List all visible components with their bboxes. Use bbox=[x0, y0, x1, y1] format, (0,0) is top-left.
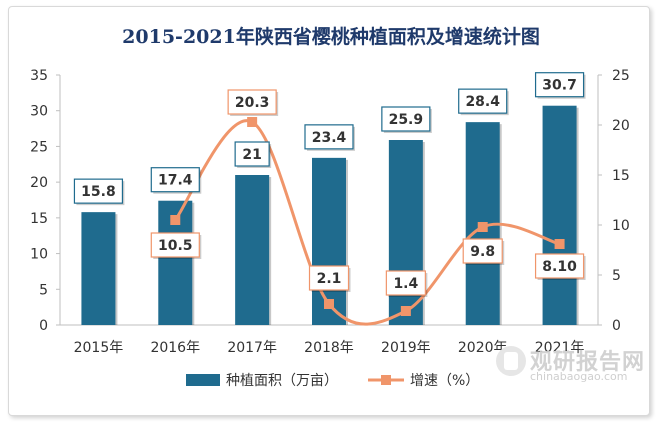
legend-bar-label: 种植面积（万亩） bbox=[226, 372, 338, 389]
y-right-tick-label: 25 bbox=[612, 68, 630, 84]
growth-point bbox=[554, 239, 565, 249]
bar-data-label-box bbox=[150, 167, 200, 193]
x-tick-label: 2020年 bbox=[458, 340, 508, 356]
y-right-tick-label: 15 bbox=[612, 168, 630, 184]
bar-data-label: 15.8 bbox=[81, 184, 116, 200]
watermark: 观研报告网 chinabaogao.com bbox=[496, 344, 646, 386]
line-data-label: 2.1 bbox=[317, 271, 342, 287]
y-left-tick-label: 0 bbox=[39, 318, 48, 334]
bar bbox=[542, 105, 577, 325]
growth-line bbox=[174, 119, 560, 326]
x-tick-label: 2019年 bbox=[381, 340, 431, 356]
chart-title: 2015-2021年陕西省樱桃种植面积及增速统计图 bbox=[122, 26, 540, 48]
x-tick-label: 2015年 bbox=[74, 340, 124, 356]
bar bbox=[235, 175, 270, 325]
y-right-tick-label: 5 bbox=[612, 268, 621, 284]
y-left-tick-label: 10 bbox=[30, 247, 48, 263]
bar-data-label: 28.4 bbox=[465, 94, 500, 110]
bar bbox=[81, 212, 116, 325]
legend-line-label: 增速（%） bbox=[410, 373, 479, 389]
line-data-label-box bbox=[462, 238, 503, 264]
line-data-label-box bbox=[385, 270, 426, 296]
growth-point bbox=[324, 299, 334, 309]
y-left-tick-label: 5 bbox=[39, 282, 48, 298]
line-data-label: 8.10 bbox=[542, 259, 577, 275]
x-tick-label: 2021年 bbox=[535, 340, 585, 356]
growth-point bbox=[400, 306, 411, 316]
bar bbox=[388, 140, 423, 325]
line-data-label-box bbox=[308, 265, 350, 291]
line-data-label-box bbox=[227, 89, 277, 115]
legend-line-marker bbox=[381, 375, 391, 385]
bar-data-label-box bbox=[381, 106, 431, 132]
legend-bar-swatch bbox=[186, 374, 220, 386]
growth-point bbox=[477, 222, 488, 232]
line-data-label-box bbox=[534, 253, 585, 279]
y-left-tick-label: 15 bbox=[30, 211, 48, 227]
line-data-label: 20.3 bbox=[235, 95, 270, 111]
y-left-tick-label: 30 bbox=[30, 104, 48, 120]
bar-data-label-box bbox=[73, 178, 124, 204]
watermark-subtext: chinabaogao.com bbox=[530, 370, 628, 383]
y-left-tick-label: 25 bbox=[30, 139, 48, 155]
x-tick-label: 2016年 bbox=[150, 340, 200, 356]
watermark-text: 观研报告网 bbox=[530, 350, 646, 375]
y-right-tick-label: 0 bbox=[612, 318, 621, 334]
y-right-tick-label: 10 bbox=[612, 218, 630, 234]
y-left-tick-label: 20 bbox=[30, 175, 48, 191]
line-data-label-box bbox=[150, 232, 200, 258]
watermark-logo-icon bbox=[496, 346, 526, 376]
bar-data-label-box bbox=[234, 141, 270, 167]
bar-data-label: 30.7 bbox=[542, 78, 577, 94]
bar-data-label-box bbox=[304, 124, 354, 150]
y-right-tick-label: 20 bbox=[612, 118, 630, 134]
line-data-label: 1.4 bbox=[393, 276, 418, 292]
x-tick-label: 2018年 bbox=[304, 340, 354, 356]
bar-data-label-box bbox=[458, 88, 508, 114]
line-data-label: 9.8 bbox=[470, 244, 495, 260]
x-tick-label: 2017年 bbox=[227, 340, 277, 356]
growth-point bbox=[170, 215, 181, 225]
bar-data-label: 25.9 bbox=[389, 112, 424, 128]
bar-data-label: 17.4 bbox=[158, 173, 193, 189]
line-data-label: 10.5 bbox=[158, 238, 193, 254]
bar-data-label-box bbox=[534, 72, 585, 98]
bar bbox=[312, 157, 346, 325]
growth-point bbox=[247, 117, 258, 127]
bar-data-label: 21 bbox=[242, 147, 261, 163]
y-left-tick-label: 35 bbox=[30, 68, 48, 84]
bar-data-label: 23.4 bbox=[312, 130, 347, 146]
